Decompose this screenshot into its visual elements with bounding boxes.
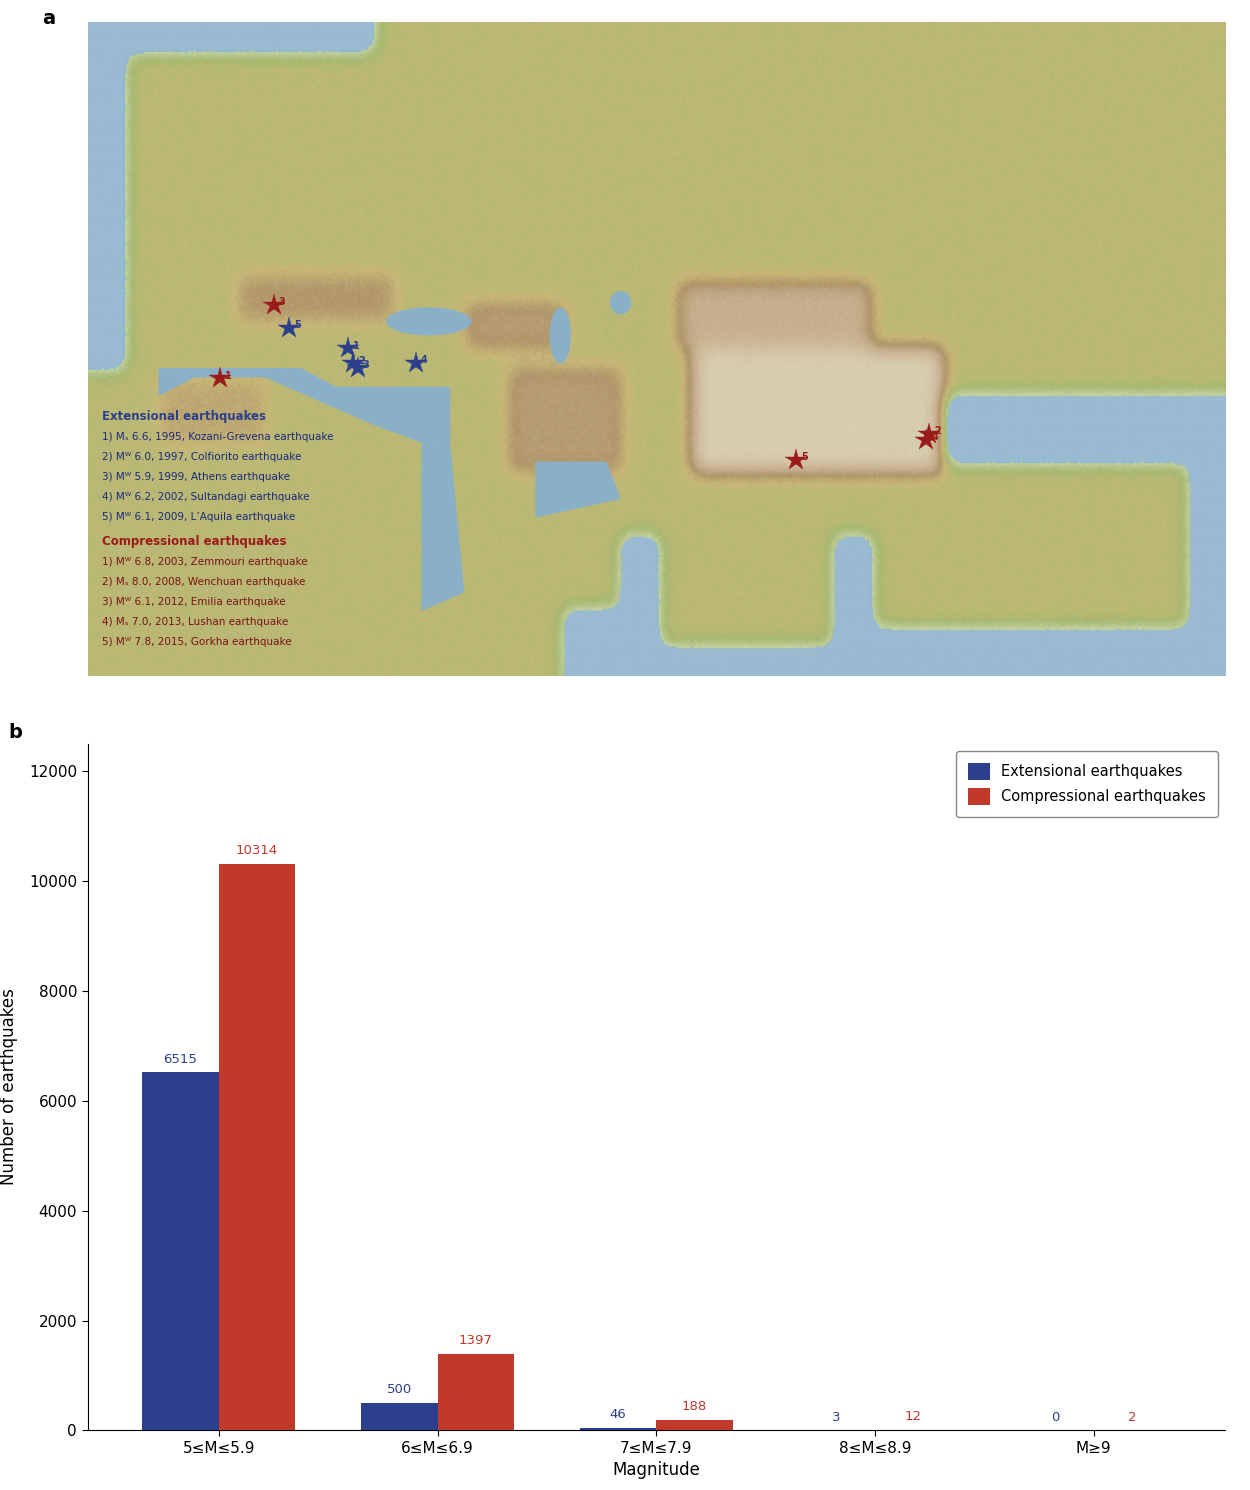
Text: 5) Mᵂ 6.1, 2009, L’Aquila earthquake: 5) Mᵂ 6.1, 2009, L’Aquila earthquake <box>101 513 295 522</box>
Ellipse shape <box>550 307 571 364</box>
Ellipse shape <box>386 307 471 335</box>
Ellipse shape <box>610 291 631 314</box>
Text: Extensional earthquakes: Extensional earthquakes <box>101 410 266 423</box>
Bar <box>438 1353 514 1430</box>
Legend: Extensional earthquakes, Compressional earthquakes: Extensional earthquakes, Compressional e… <box>956 751 1218 817</box>
Polygon shape <box>535 462 621 517</box>
Polygon shape <box>421 443 464 611</box>
Text: 1397: 1397 <box>459 1334 492 1347</box>
Text: 2: 2 <box>934 426 941 435</box>
Text: 5: 5 <box>801 451 808 462</box>
Text: 2: 2 <box>1128 1411 1136 1424</box>
Text: 4: 4 <box>931 432 939 443</box>
Text: 2) Mᵂ 6.0, 1997, Colfiorito earthquake: 2) Mᵂ 6.0, 1997, Colfiorito earthquake <box>101 451 301 462</box>
Text: b: b <box>8 723 21 742</box>
Text: 2: 2 <box>359 356 365 365</box>
Text: 3) Mᵂ 6.1, 2012, Emilia earthquake: 3) Mᵂ 6.1, 2012, Emilia earthquake <box>101 597 285 606</box>
Bar <box>142 1073 219 1430</box>
Text: 0: 0 <box>1051 1411 1060 1424</box>
Text: 3: 3 <box>279 297 285 307</box>
Bar <box>219 864 295 1430</box>
Text: 6515: 6515 <box>164 1053 198 1065</box>
Text: 500: 500 <box>386 1383 411 1396</box>
Text: 188: 188 <box>682 1401 707 1414</box>
Text: 10314: 10314 <box>236 843 279 857</box>
X-axis label: Magnitude: Magnitude <box>612 1462 700 1480</box>
Text: 1: 1 <box>354 341 360 350</box>
Text: 4) Mᵂ 6.2, 2002, Sultandagi earthquake: 4) Mᵂ 6.2, 2002, Sultandagi earthquake <box>101 492 309 502</box>
Text: 4: 4 <box>421 355 428 365</box>
Text: 2) Mₛ 8.0, 2008, Wenchuan earthquake: 2) Mₛ 8.0, 2008, Wenchuan earthquake <box>101 577 305 587</box>
Text: 3: 3 <box>362 361 370 371</box>
Text: 1) Mₛ 6.6, 1995, Kozani-Grevena earthquake: 1) Mₛ 6.6, 1995, Kozani-Grevena earthqua… <box>101 432 334 441</box>
Text: 5) Mᵂ 7.8, 2015, Gorkha earthquake: 5) Mᵂ 7.8, 2015, Gorkha earthquake <box>101 638 291 647</box>
Text: 3: 3 <box>832 1411 841 1423</box>
Text: 3) Mᵂ 5.9, 1999, Athens earthquake: 3) Mᵂ 5.9, 1999, Athens earthquake <box>101 472 290 481</box>
Text: a: a <box>42 9 55 28</box>
Bar <box>656 1420 732 1430</box>
Polygon shape <box>159 368 450 443</box>
Y-axis label: Number of earthquakes: Number of earthquakes <box>0 988 18 1186</box>
Bar <box>580 1427 656 1430</box>
Text: Compressional earthquakes: Compressional earthquakes <box>101 535 286 548</box>
Text: 12: 12 <box>905 1410 921 1423</box>
Text: 1: 1 <box>225 371 232 380</box>
Text: 5: 5 <box>295 320 301 331</box>
Text: 1) Mᵂ 6.8, 2003, Zemmouri earthquake: 1) Mᵂ 6.8, 2003, Zemmouri earthquake <box>101 557 308 566</box>
Text: 4) Mₛ 7.0, 2013, Lushan earthquake: 4) Mₛ 7.0, 2013, Lushan earthquake <box>101 617 288 627</box>
Bar <box>361 1404 438 1430</box>
Text: 46: 46 <box>610 1408 626 1421</box>
